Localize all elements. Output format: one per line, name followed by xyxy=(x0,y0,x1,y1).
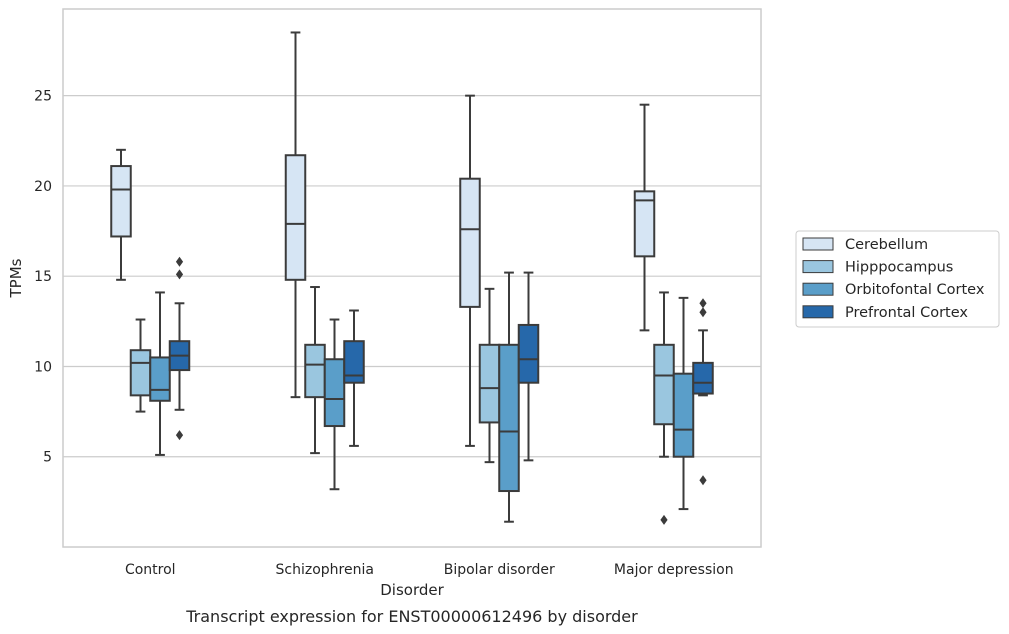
outlier-point xyxy=(175,430,184,441)
box xyxy=(672,296,695,511)
series-cerebellum xyxy=(110,31,656,447)
x-tick-label: Schizophrenia xyxy=(276,562,374,578)
series-orbitofontal-cortex xyxy=(149,271,695,523)
legend-swatch xyxy=(802,305,834,319)
legend: Cerebellum Hipppocampus Orbitofontal Corte… xyxy=(795,230,1000,328)
plot-area-frame xyxy=(62,8,762,548)
box xyxy=(498,271,520,523)
box-body xyxy=(633,190,656,258)
legend-item: Prefrontal Cortex xyxy=(802,305,968,321)
box-body xyxy=(323,358,346,428)
legend-swatch xyxy=(802,260,834,274)
box-body xyxy=(110,165,132,238)
box-body xyxy=(304,343,326,399)
box-body xyxy=(478,343,501,424)
legend-item: Hipppocampus xyxy=(802,260,953,276)
legend-label: Orbitofontal Cortex xyxy=(845,282,985,298)
legend-swatch xyxy=(802,282,834,296)
y-tick-label: 20 xyxy=(34,179,52,195)
legend-label: Hipppocampus xyxy=(845,260,953,276)
box-series xyxy=(110,31,714,525)
series-hipppocampus xyxy=(129,286,675,525)
x-axis-ticks: Control Schizophrenia Bipolar disorder Majo… xyxy=(125,562,734,578)
legend-label: Cerebellum xyxy=(845,237,928,253)
box-body xyxy=(459,177,481,308)
y-tick-label: 15 xyxy=(34,269,52,285)
box-body xyxy=(129,349,152,397)
box xyxy=(323,318,346,491)
outlier-point xyxy=(699,475,707,486)
outlier-point xyxy=(699,307,707,318)
box xyxy=(149,291,171,456)
legend-item: Cerebellum xyxy=(802,237,928,253)
outlier-point xyxy=(175,256,184,267)
box xyxy=(517,271,540,462)
outlier-point xyxy=(660,514,668,525)
y-axis-label: TPMs xyxy=(7,258,25,298)
y-axis-ticks: 5 10 15 20 25 xyxy=(34,89,52,466)
box xyxy=(478,287,501,464)
outlier-point xyxy=(699,298,707,309)
legend-item: Orbitofontal Cortex xyxy=(802,282,985,298)
x-tick-label: Major depression xyxy=(614,562,734,578)
box-body xyxy=(653,343,675,426)
series-prefrontal-cortex xyxy=(168,256,714,486)
box-body xyxy=(343,340,365,384)
x-tick-label: Bipolar disorder xyxy=(444,562,555,578)
legend-frame xyxy=(795,230,1000,328)
chart-caption: Transcript expression for ENST0000061249… xyxy=(185,607,638,626)
outlier-point xyxy=(175,269,184,280)
box xyxy=(284,31,307,399)
box xyxy=(343,309,365,447)
box xyxy=(110,148,132,281)
box xyxy=(168,256,191,441)
box-body xyxy=(692,361,714,395)
box xyxy=(653,291,675,525)
box-body xyxy=(284,154,307,281)
box-body xyxy=(498,343,520,493)
x-tick-label: Control xyxy=(125,562,176,578)
legend-swatch xyxy=(802,237,834,251)
box-body xyxy=(149,356,171,402)
box-body xyxy=(517,323,540,384)
y-tick-label: 5 xyxy=(43,450,52,466)
x-axis-label: Disorder xyxy=(380,581,444,599)
box xyxy=(304,286,326,455)
box xyxy=(129,318,152,413)
y-tick-label: 25 xyxy=(34,89,52,105)
legend-label: Prefrontal Cortex xyxy=(845,305,968,321)
box xyxy=(633,103,656,332)
box xyxy=(459,94,481,447)
box-body xyxy=(672,372,695,458)
y-tick-label: 10 xyxy=(34,359,52,375)
box xyxy=(692,298,714,486)
